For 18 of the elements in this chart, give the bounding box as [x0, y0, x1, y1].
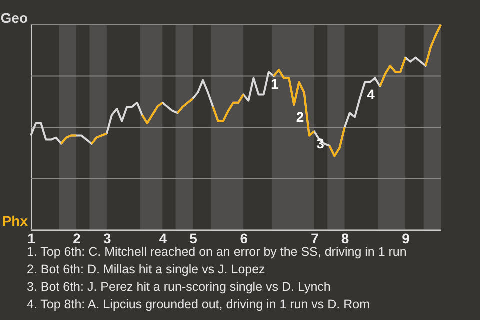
x-tick-label: 4 — [159, 230, 168, 246]
annotation: 2 — [296, 108, 304, 125]
text: 4. Top 8th: A. Lipcius grounded out, driving in 1 run vs D. Rom — [27, 298, 370, 312]
x-tick-label: 3 — [104, 230, 112, 246]
text: Phx — [2, 213, 28, 229]
x-tick-label: 8 — [341, 230, 350, 246]
annotation: 4 — [367, 86, 376, 102]
text: 2. Bot 6th: D. Millas hit a single vs J. Lopez — [27, 262, 266, 276]
annotation: 1 — [271, 76, 280, 92]
x-tick-label: 2 — [73, 230, 82, 246]
x-tick-label: 6 — [240, 230, 248, 246]
x-tick-label: 7 — [311, 230, 320, 246]
text: 3. Bot 6th: J. Perez hit a run-scoring single vs D. Lynch — [27, 280, 331, 294]
x-tick-label: 9 — [402, 230, 410, 246]
x-tick-label: 5 — [190, 230, 198, 246]
text: Geo — [0, 10, 28, 26]
x-tick-label: 1 — [28, 230, 36, 246]
text: 1. Top 6th: C. Mitchell reached on an error by the SS, driving in 1 run — [27, 245, 407, 259]
